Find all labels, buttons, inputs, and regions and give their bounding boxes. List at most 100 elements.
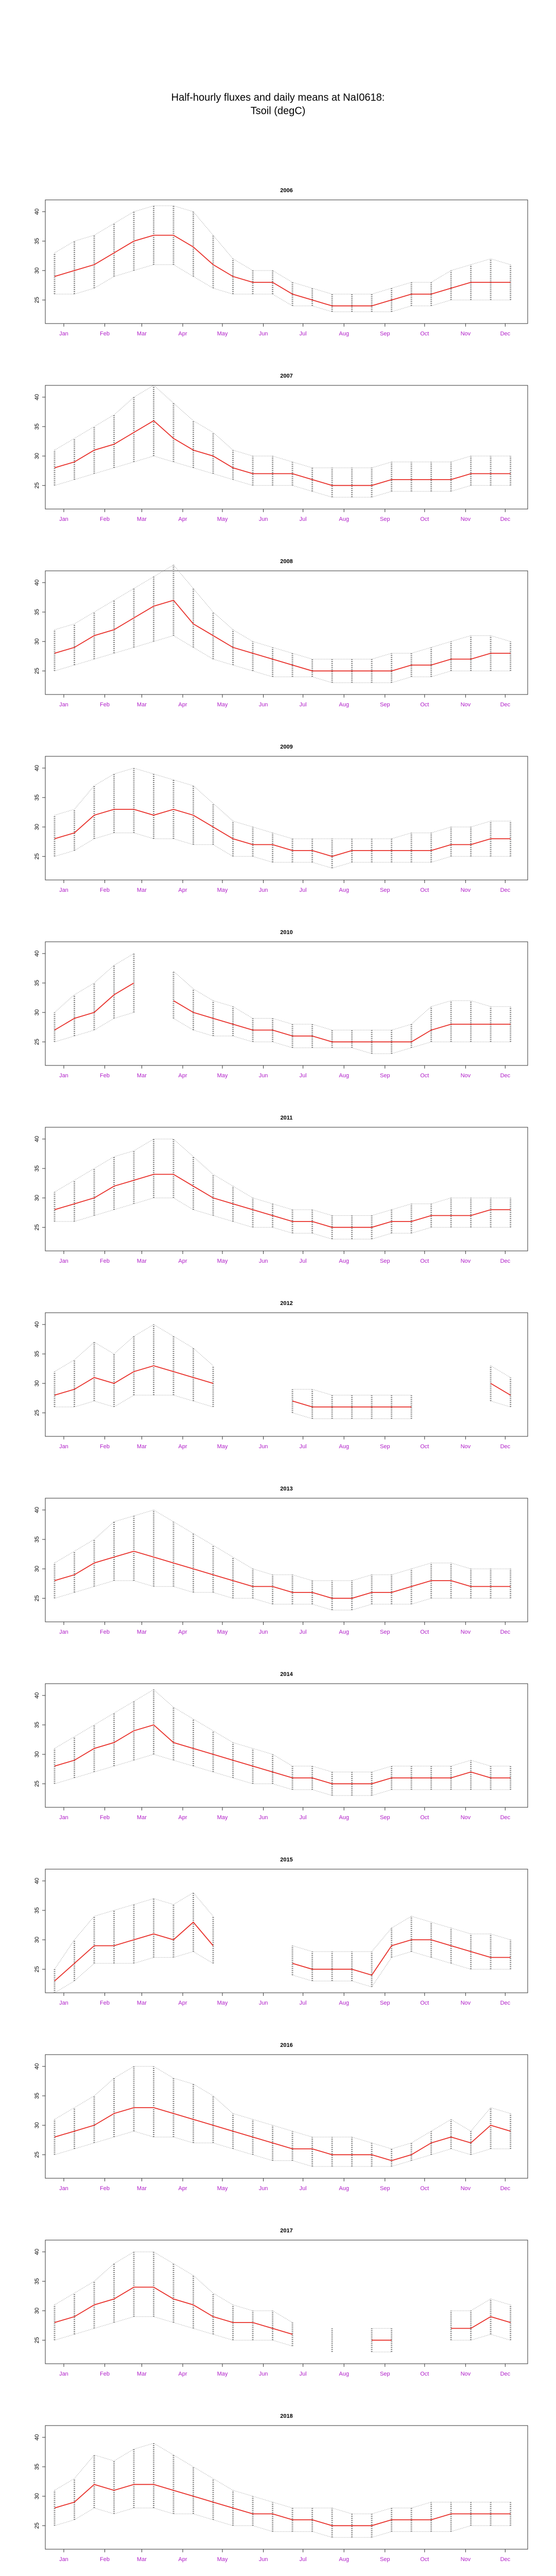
x-tick-label: Sep <box>380 1073 390 1079</box>
y-tick-label: 35 <box>34 1536 40 1543</box>
panel-title: 2009 <box>280 744 292 750</box>
y-tick-label: 30 <box>34 2308 40 2314</box>
y-tick-label: 30 <box>34 638 40 645</box>
plot-frame <box>45 1869 528 1993</box>
range-high <box>54 953 511 1030</box>
x-tick-label: Sep <box>380 1815 390 1821</box>
y-tick-label: 25 <box>34 2522 40 2529</box>
x-tick-label: May <box>217 331 228 337</box>
panel-title: 2016 <box>280 2042 292 2048</box>
x-tick-label: Sep <box>380 2000 390 2006</box>
plot-frame <box>45 385 528 510</box>
x-tick-label: Feb <box>100 1444 110 1450</box>
x-tick-label: Jun <box>259 2556 268 2563</box>
x-tick-label: Mar <box>137 887 147 893</box>
x-tick-label: Feb <box>100 331 110 337</box>
x-tick-label: Feb <box>100 1258 110 1264</box>
x-tick-label: Mar <box>137 331 147 337</box>
plot-frame <box>45 199 528 324</box>
x-tick-label: Nov <box>461 1629 471 1635</box>
x-tick-label: Nov <box>461 1258 471 1264</box>
x-tick-label: Apr <box>178 887 187 893</box>
range-high <box>54 1510 511 1581</box>
x-tick-label: Jan <box>59 1815 68 1821</box>
x-tick-label: Apr <box>178 2185 187 2192</box>
x-tick-label: Jan <box>59 1629 68 1635</box>
y-tick-label: 35 <box>34 1722 40 1728</box>
x-tick-label: Nov <box>461 1073 471 1079</box>
y-tick-label: 35 <box>34 2093 40 2099</box>
y-tick-label: 30 <box>34 1751 40 1757</box>
x-tick-label: Aug <box>339 887 349 893</box>
y-tick-label: 30 <box>34 1566 40 1572</box>
x-tick-label: Jan <box>59 1073 68 1079</box>
x-tick-label: Dec <box>500 2556 511 2563</box>
x-tick-label: Aug <box>339 331 349 337</box>
plot-frame <box>45 941 528 1066</box>
x-tick-label: Dec <box>500 2185 511 2192</box>
x-tick-label: Apr <box>178 702 187 708</box>
y-tick-label: 35 <box>34 1165 40 1172</box>
y-tick-label: 30 <box>34 2122 40 2128</box>
x-tick-label: Sep <box>380 702 390 708</box>
y-tick-label: 25 <box>34 482 40 488</box>
x-tick-label: Sep <box>380 887 390 893</box>
y-tick-label: 40 <box>34 2249 40 2255</box>
x-tick-label: Aug <box>339 2000 349 2006</box>
y-tick-label: 30 <box>34 1937 40 1943</box>
x-tick-label: Sep <box>380 331 390 337</box>
x-tick-label: Aug <box>339 2556 349 2563</box>
y-tick-label: 40 <box>34 1878 40 1884</box>
panel-title: 2006 <box>280 188 292 194</box>
range-high <box>54 1892 511 1970</box>
x-tick-label: May <box>217 702 228 708</box>
x-tick-label: Aug <box>339 1073 349 1079</box>
x-tick-label: Sep <box>380 2371 390 2377</box>
x-tick-label: Aug <box>339 2371 349 2377</box>
range-low <box>55 1395 511 1419</box>
x-tick-label: Mar <box>137 2000 147 2006</box>
y-tick-label: 35 <box>34 423 40 430</box>
x-tick-label: Jul <box>300 702 307 708</box>
y-tick-label: 35 <box>34 1351 40 1357</box>
range-high <box>54 2443 511 2514</box>
x-tick-label: Oct <box>420 1073 429 1079</box>
x-tick-label: Sep <box>380 1444 390 1450</box>
range-low <box>54 2131 511 2167</box>
x-tick-label: Feb <box>100 2556 110 2563</box>
panel-title: 2013 <box>280 1486 292 1492</box>
range-high <box>54 2066 511 2149</box>
x-tick-label: Oct <box>420 2000 429 2006</box>
x-tick-label: Jun <box>259 2000 268 2006</box>
x-tick-label: Jul <box>300 887 307 893</box>
range-low <box>54 1580 511 1611</box>
x-tick-label: Nov <box>461 331 471 337</box>
plot-frame <box>45 756 528 880</box>
x-tick-label: Sep <box>380 2556 390 2563</box>
x-tick-label: Apr <box>178 2556 187 2563</box>
daily-mean-line <box>54 600 511 672</box>
x-tick-label: Jul <box>300 1815 307 1821</box>
x-tick-label: Oct <box>420 887 429 893</box>
y-tick-label: 25 <box>34 1224 40 1230</box>
x-tick-label: May <box>217 1073 228 1079</box>
x-tick-label: Jan <box>59 2185 68 2192</box>
x-tick-label: Jun <box>259 887 268 893</box>
y-tick-label: 25 <box>34 1595 40 1601</box>
daily-mean-line <box>54 2286 511 2341</box>
panel-title: 2007 <box>280 373 292 379</box>
y-tick-label: 40 <box>34 394 40 400</box>
x-tick-label: Nov <box>461 1815 471 1821</box>
y-tick-label: 25 <box>34 1039 40 1045</box>
page-title: Half-hourly fluxes and daily means at Na… <box>171 92 385 103</box>
x-tick-label: Jul <box>300 1073 307 1079</box>
x-tick-label: Mar <box>137 2371 147 2377</box>
range-low <box>55 1197 511 1240</box>
y-tick-label: 40 <box>34 951 40 957</box>
x-tick-label: Dec <box>500 1815 511 1821</box>
range-low <box>54 1012 511 1054</box>
x-tick-label: Jun <box>259 331 268 337</box>
y-tick-label: 30 <box>34 1009 40 1015</box>
